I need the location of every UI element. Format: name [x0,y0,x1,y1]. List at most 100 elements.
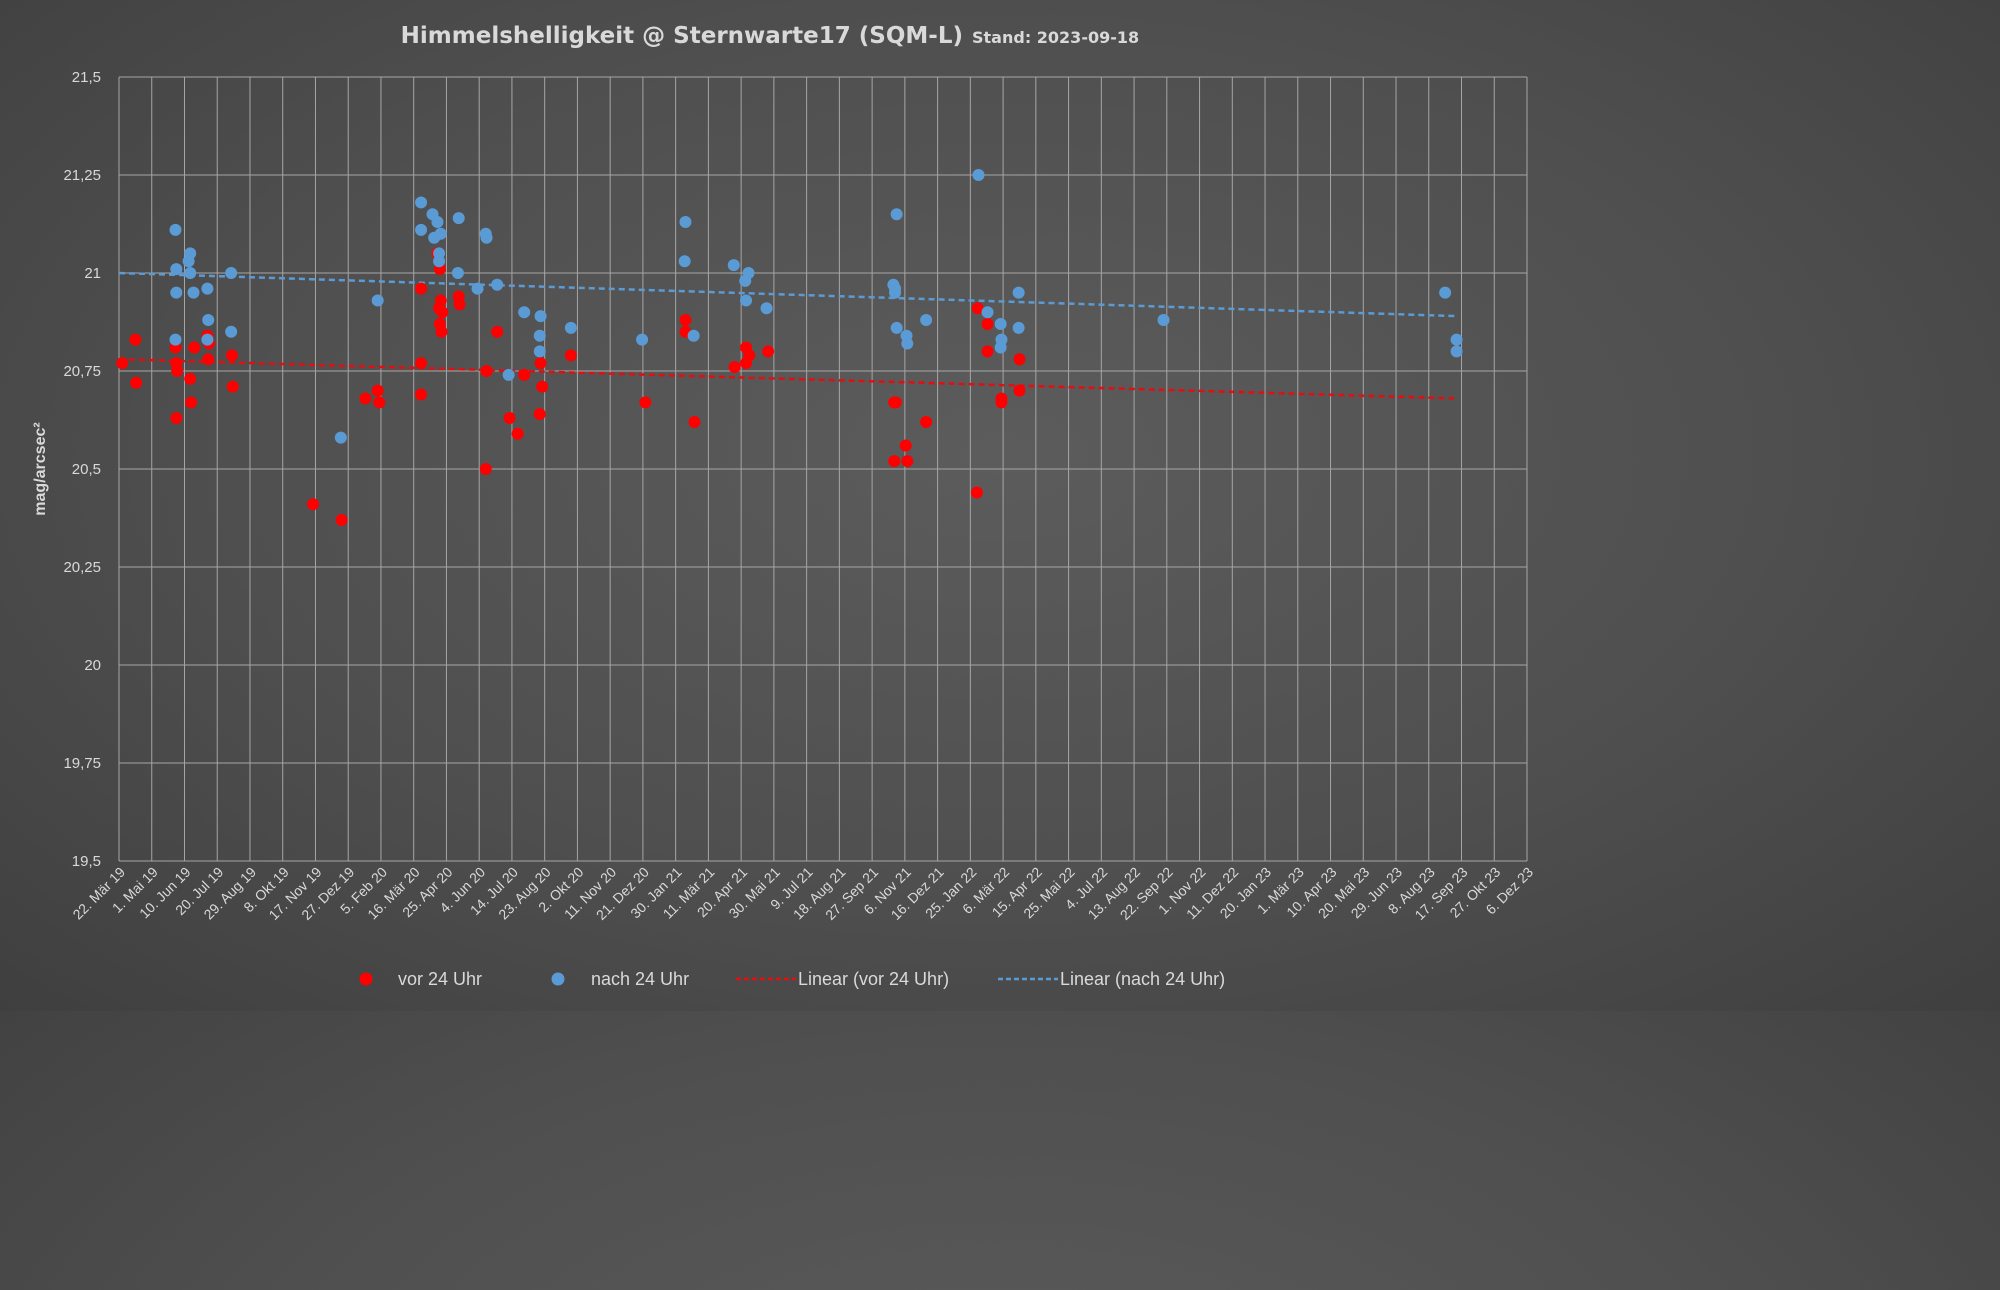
data-point-vor-24-uhr[interactable] [202,353,215,366]
legend-item-vor-24-uhr[interactable]: vor 24 Uhr [359,969,483,989]
data-point-vor-24-uhr[interactable] [185,396,198,409]
data-point-nach-24-uhr[interactable] [972,169,985,181]
data-point-nach-24-uhr[interactable] [170,263,183,276]
data-point-nach-24-uhr[interactable] [169,333,182,346]
data-point-nach-24-uhr[interactable] [184,247,197,260]
data-point-vor-24-uhr[interactable] [503,412,516,425]
data-point-vor-24-uhr[interactable] [679,314,692,327]
data-point-vor-24-uhr[interactable] [901,455,914,468]
data-point-nach-24-uhr[interactable] [740,294,753,307]
data-point-vor-24-uhr[interactable] [130,376,143,389]
data-point-vor-24-uhr[interactable] [970,486,983,499]
data-point-vor-24-uhr[interactable] [534,357,547,370]
data-point-vor-24-uhr[interactable] [762,345,775,358]
data-point-vor-24-uhr[interactable] [116,357,129,370]
data-point-nach-24-uhr[interactable] [452,212,465,225]
data-point-nach-24-uhr[interactable] [1439,286,1452,299]
data-point-nach-24-uhr[interactable] [994,317,1007,330]
data-point-nach-24-uhr[interactable] [502,368,515,381]
data-point-vor-24-uhr[interactable] [995,396,1008,409]
data-point-vor-24-uhr[interactable] [335,513,348,526]
data-point-nach-24-uhr[interactable] [1450,345,1463,358]
data-point-vor-24-uhr[interactable] [981,317,994,330]
data-point-vor-24-uhr[interactable] [920,415,933,428]
data-point-nach-24-uhr[interactable] [433,255,446,268]
data-point-vor-24-uhr[interactable] [688,415,701,428]
data-point-nach-24-uhr[interactable] [920,314,933,327]
data-point-nach-24-uhr[interactable] [518,306,531,319]
data-point-nach-24-uhr[interactable] [201,282,214,295]
data-point-nach-24-uhr[interactable] [1012,321,1025,334]
data-point-vor-24-uhr[interactable] [743,349,756,362]
data-point-vor-24-uhr[interactable] [1013,384,1026,397]
data-point-vor-24-uhr[interactable] [453,298,466,311]
legend-item-linear-nach-24-uhr[interactable]: Linear (nach 24 Uhr) [998,969,1225,989]
data-point-nach-24-uhr[interactable] [679,216,692,229]
data-point-vor-24-uhr[interactable] [184,372,197,385]
data-point-vor-24-uhr[interactable] [889,396,902,409]
data-point-vor-24-uhr[interactable] [129,333,142,346]
data-point-vor-24-uhr[interactable] [435,325,448,338]
data-point-nach-24-uhr[interactable] [451,267,464,279]
data-point-nach-24-uhr[interactable] [201,333,214,346]
legend-item-nach-24-uhr[interactable]: nach 24 Uhr [551,969,690,989]
data-point-nach-24-uhr[interactable] [415,223,428,236]
data-point-vor-24-uhr[interactable] [888,455,901,468]
data-point-nach-24-uhr[interactable] [371,294,384,307]
data-point-nach-24-uhr[interactable] [901,337,914,350]
data-point-vor-24-uhr[interactable] [373,396,386,409]
data-point-vor-24-uhr[interactable] [971,302,984,315]
data-point-vor-24-uhr[interactable] [511,427,524,440]
data-point-vor-24-uhr[interactable] [981,345,994,358]
data-point-vor-24-uhr[interactable] [434,294,447,307]
data-point-nach-24-uhr[interactable] [687,329,700,342]
legend-item-linear-vor-24-uhr[interactable]: Linear (vor 24 Uhr) [736,969,949,989]
data-point-nach-24-uhr[interactable] [533,329,546,342]
data-point-vor-24-uhr[interactable] [728,361,741,374]
data-point-nach-24-uhr[interactable] [480,231,493,244]
data-point-vor-24-uhr[interactable] [170,412,183,425]
data-point-nach-24-uhr[interactable] [169,223,182,236]
data-point-vor-24-uhr[interactable] [564,349,577,362]
data-point-vor-24-uhr[interactable] [533,408,546,421]
data-point-vor-24-uhr[interactable] [436,306,449,319]
data-point-nach-24-uhr[interactable] [678,255,691,268]
data-point-vor-24-uhr[interactable] [225,349,238,362]
data-point-nach-24-uhr[interactable] [534,310,547,323]
data-point-vor-24-uhr[interactable] [536,380,549,393]
data-point-nach-24-uhr[interactable] [415,196,428,209]
data-point-nach-24-uhr[interactable] [434,227,447,240]
data-point-nach-24-uhr[interactable] [994,341,1007,354]
data-point-vor-24-uhr[interactable] [639,396,652,409]
data-point-vor-24-uhr[interactable] [491,325,504,338]
data-point-vor-24-uhr[interactable] [307,498,320,511]
data-point-vor-24-uhr[interactable] [415,357,428,370]
data-point-nach-24-uhr[interactable] [1012,286,1025,299]
data-point-nach-24-uhr[interactable] [890,321,903,334]
data-point-vor-24-uhr[interactable] [415,388,428,401]
data-point-nach-24-uhr[interactable] [727,259,740,272]
data-point-vor-24-uhr[interactable] [415,282,428,295]
data-point-nach-24-uhr[interactable] [184,267,197,279]
data-point-vor-24-uhr[interactable] [518,368,531,381]
data-point-nach-24-uhr[interactable] [491,278,504,291]
data-point-vor-24-uhr[interactable] [171,365,184,377]
data-point-nach-24-uhr[interactable] [225,325,238,338]
data-point-nach-24-uhr[interactable] [890,208,903,221]
data-point-vor-24-uhr[interactable] [359,392,372,405]
data-point-vor-24-uhr[interactable] [480,365,493,377]
data-point-vor-24-uhr[interactable] [371,384,384,397]
data-point-vor-24-uhr[interactable] [1013,353,1026,366]
data-point-vor-24-uhr[interactable] [899,439,912,452]
data-point-nach-24-uhr[interactable] [636,333,649,346]
data-point-nach-24-uhr[interactable] [225,267,238,279]
data-point-nach-24-uhr[interactable] [533,345,546,358]
data-point-nach-24-uhr[interactable] [981,306,994,319]
data-point-nach-24-uhr[interactable] [564,321,577,334]
data-point-nach-24-uhr[interactable] [334,431,347,444]
data-point-nach-24-uhr[interactable] [742,267,755,279]
data-point-nach-24-uhr[interactable] [202,314,215,327]
data-point-nach-24-uhr[interactable] [431,216,444,229]
data-point-nach-24-uhr[interactable] [471,282,484,295]
data-point-vor-24-uhr[interactable] [226,380,239,393]
